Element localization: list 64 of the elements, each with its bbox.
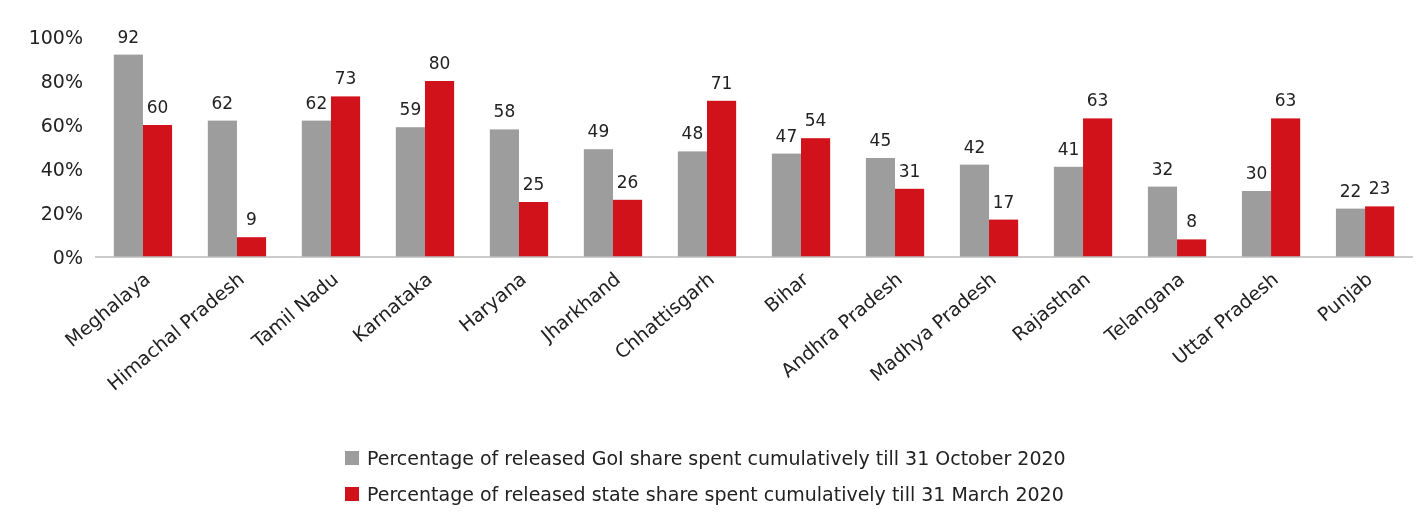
bar [142, 125, 173, 257]
bar [959, 164, 990, 257]
bar [330, 96, 361, 257]
data-label: 92 [117, 26, 140, 47]
data-label: 59 [399, 99, 422, 120]
bar [707, 100, 737, 257]
bar [395, 127, 425, 257]
legend-label: Percentage of released GoI share spent cumulatively till 31 October 2020 [367, 446, 1066, 469]
bar [236, 237, 267, 257]
bar [489, 129, 519, 257]
data-label: 23 [1368, 178, 1391, 199]
bar [1271, 118, 1301, 257]
bar [1177, 239, 1207, 257]
bar [1365, 206, 1395, 257]
data-label: 73 [334, 68, 357, 89]
data-label: 32 [1151, 158, 1174, 179]
data-label: 60 [146, 97, 169, 117]
data-label: 58 [493, 101, 516, 122]
bar [801, 138, 831, 257]
data-label: 48 [681, 123, 704, 144]
bar [1083, 118, 1113, 257]
data-label: 22 [1339, 180, 1362, 201]
bar [113, 54, 143, 257]
legend-label: Percentage of released state share spent cumulatively till 31 March 2020 [367, 482, 1064, 505]
data-label: 54 [804, 110, 827, 131]
data-label: 62 [305, 92, 328, 113]
y-tick-label: 80% [40, 69, 83, 92]
data-label: 30 [1245, 163, 1268, 183]
bar [301, 120, 331, 257]
bar [518, 202, 549, 257]
bar [1147, 186, 1178, 257]
bar [989, 219, 1019, 257]
data-label: 17 [992, 191, 1015, 212]
data-label: 26 [616, 171, 639, 192]
bar [895, 188, 925, 257]
data-label: 31 [898, 160, 921, 181]
data-label: 8 [1186, 211, 1198, 232]
bar [612, 199, 643, 257]
data-label: 25 [522, 174, 545, 194]
bar [207, 120, 237, 257]
bar [1053, 166, 1084, 257]
y-tick-label: 0% [52, 245, 83, 268]
data-label: 49 [587, 121, 610, 142]
bar [1335, 208, 1366, 257]
y-tick-label: 20% [40, 201, 83, 224]
y-tick-label: 40% [40, 157, 83, 180]
data-label: 45 [869, 130, 892, 150]
bar [424, 81, 455, 257]
data-label: 63 [1274, 90, 1297, 111]
data-label: 9 [246, 209, 257, 230]
data-label: 42 [963, 136, 986, 157]
data-label: 62 [211, 92, 234, 113]
bar [677, 151, 707, 257]
bar [1241, 191, 1272, 257]
data-label: 47 [775, 125, 798, 146]
data-label: 41 [1057, 138, 1080, 159]
bar [771, 153, 801, 257]
y-tick-label: 100% [28, 25, 83, 48]
data-label: 71 [710, 72, 733, 93]
data-label: 80 [428, 53, 451, 73]
y-tick-label: 60% [40, 113, 83, 136]
bar [583, 149, 613, 257]
data-label: 63 [1086, 90, 1109, 111]
bar [865, 158, 896, 257]
